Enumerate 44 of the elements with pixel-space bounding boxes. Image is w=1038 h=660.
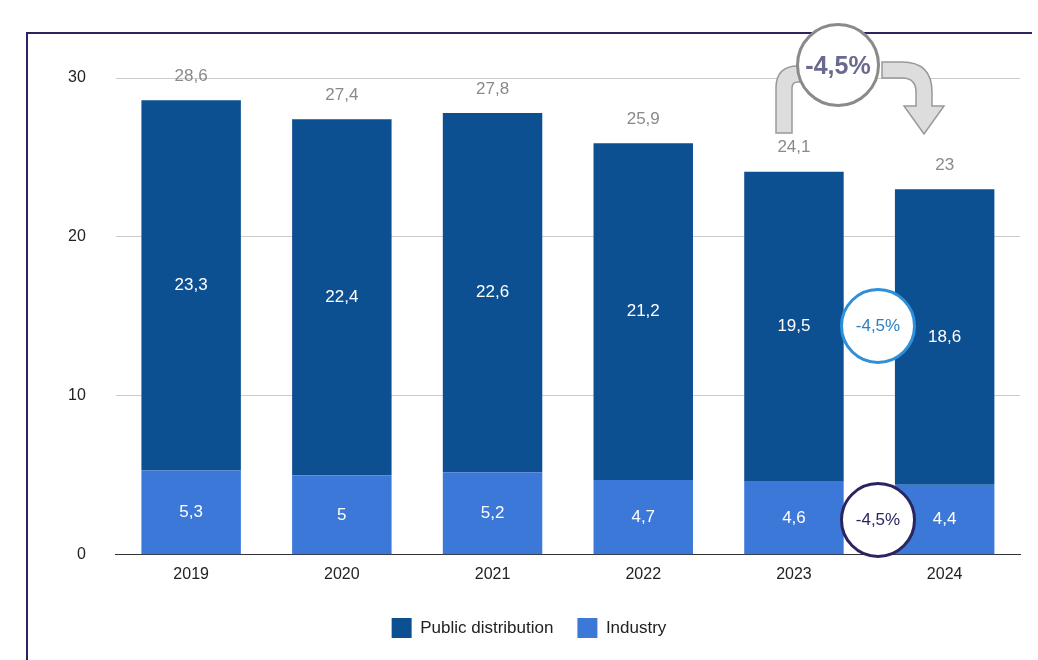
y-tick-label: 20 (68, 227, 86, 245)
total-label: 24,1 (777, 137, 811, 157)
bar (593, 143, 693, 481)
total-label: 28,6 (174, 65, 208, 85)
x-tick-label: 2022 (625, 564, 662, 582)
y-tick-label: 10 (68, 386, 86, 404)
bar (744, 171, 844, 482)
data-label: 4,6 (782, 507, 806, 527)
legend-label: Public distribution (420, 617, 554, 637)
bar (442, 472, 543, 555)
total-label: 23 (935, 154, 955, 174)
bar (141, 470, 241, 555)
total-label: 27,4 (325, 85, 359, 105)
data-label: 23,3 (174, 275, 208, 295)
bar (292, 119, 392, 476)
data-label: 18,6 (928, 326, 962, 346)
data-label: 22,4 (325, 287, 359, 307)
x-tick-label: 2019 (173, 564, 210, 582)
data-label: 5 (337, 504, 347, 524)
annotation: -4,5% (855, 510, 901, 530)
y-tick-label: 30 (68, 68, 86, 86)
bar (442, 112, 543, 473)
y-tick-label: 0 (76, 545, 86, 563)
legend-label: Industry (605, 617, 667, 637)
data-label: 5,3 (179, 502, 203, 522)
data-label: 19,5 (777, 316, 811, 336)
x-tick-label: 2023 (776, 564, 812, 582)
bar (744, 481, 844, 555)
data-label: 5,2 (480, 502, 505, 522)
x-tick-label: 2024 (926, 564, 963, 582)
total-label: 27,8 (476, 78, 510, 98)
total-label: 25,9 (626, 108, 660, 128)
data-label: 4,7 (631, 506, 656, 526)
circle-badge: -4,5% (796, 23, 880, 107)
x-tick-label: 2021 (474, 564, 511, 582)
annotation: -4,5% (855, 316, 901, 336)
bar (141, 100, 241, 471)
bar (593, 480, 693, 555)
bar (292, 475, 392, 555)
data-label: 21,2 (626, 301, 660, 321)
annotation: -4,5% (805, 50, 871, 80)
x-tick-label: 2020 (324, 564, 360, 582)
data-label: 22,6 (476, 282, 510, 302)
data-label: 4,4 (932, 509, 957, 529)
